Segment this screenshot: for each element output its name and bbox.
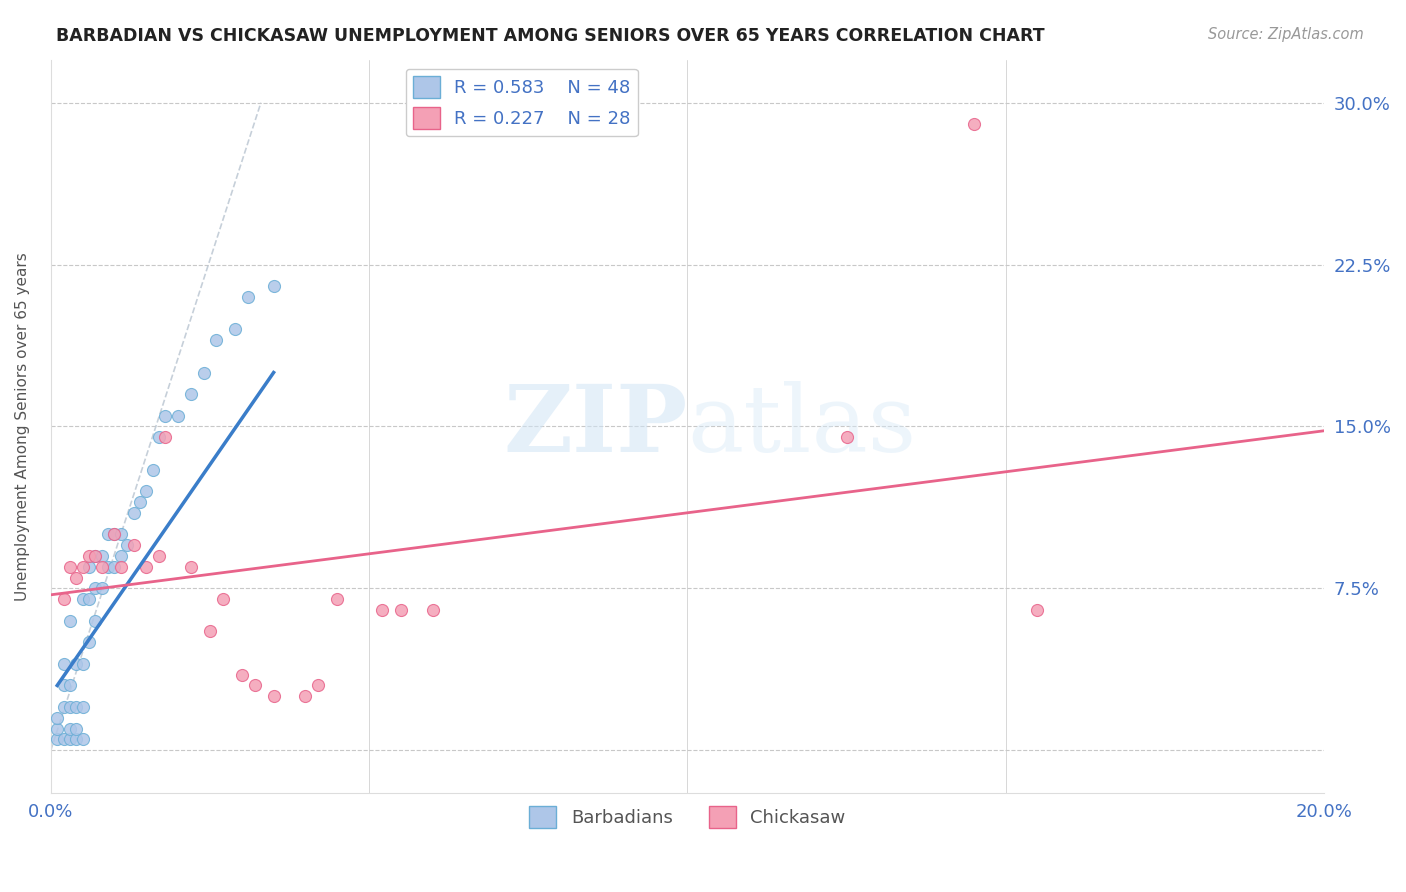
Point [103,527,125,541]
Point [835,430,858,444]
Point [211,592,233,607]
Point [90,582,112,596]
Point [115,538,138,552]
Point [142,462,165,476]
Text: atlas: atlas [688,382,917,472]
Point [84,549,107,563]
Point [52,732,75,747]
Point [59,678,82,692]
Point [963,117,986,131]
Point [59,614,82,628]
Point [72,592,94,607]
Point [77,635,100,649]
Point [135,484,157,499]
Point [46,722,69,736]
Point [84,549,107,563]
Text: ZIP: ZIP [503,382,688,472]
Point [59,700,82,714]
Point [167,409,190,423]
Point [205,333,228,347]
Point [77,559,100,574]
Point [294,690,316,704]
Point [46,711,69,725]
Point [371,603,394,617]
Point [110,527,132,541]
Point [84,614,107,628]
Point [122,538,145,552]
Point [103,527,125,541]
Point [224,322,246,336]
Point [155,430,177,444]
Point [72,657,94,671]
Point [135,559,157,574]
Point [263,279,285,293]
Point [65,570,87,584]
Point [122,506,145,520]
Point [110,549,132,563]
Point [65,700,87,714]
Point [326,592,349,607]
Point [180,559,202,574]
Point [198,624,221,639]
Point [65,732,87,747]
Point [389,603,412,617]
Point [52,700,75,714]
Point [52,678,75,692]
Point [46,732,69,747]
Point [65,657,87,671]
Text: BARBADIAN VS CHICKASAW UNEMPLOYMENT AMONG SENIORS OVER 65 YEARS CORRELATION CHAR: BARBADIAN VS CHICKASAW UNEMPLOYMENT AMON… [56,27,1045,45]
Point [72,559,94,574]
Point [97,527,120,541]
Point [238,290,260,304]
Point [97,559,120,574]
Y-axis label: Unemployment Among Seniors over 65 years: Unemployment Among Seniors over 65 years [15,252,30,601]
Point [307,678,329,692]
Point [77,592,100,607]
Point [90,549,112,563]
Point [148,549,170,563]
Point [243,678,266,692]
Point [65,722,87,736]
Point [59,732,82,747]
Point [77,549,100,563]
Point [84,582,107,596]
Point [422,603,444,617]
Point [52,657,75,671]
Legend: Barbadians, Chickasaw: Barbadians, Chickasaw [522,799,852,836]
Point [59,722,82,736]
Point [72,732,94,747]
Point [90,559,112,574]
Point [72,700,94,714]
Point [148,430,170,444]
Point [129,495,152,509]
Point [52,592,75,607]
Text: Source: ZipAtlas.com: Source: ZipAtlas.com [1208,27,1364,42]
Point [110,559,132,574]
Point [193,366,215,380]
Point [1026,603,1049,617]
Point [155,409,177,423]
Point [180,387,202,401]
Point [231,667,253,681]
Point [263,690,285,704]
Point [103,559,125,574]
Point [59,559,82,574]
